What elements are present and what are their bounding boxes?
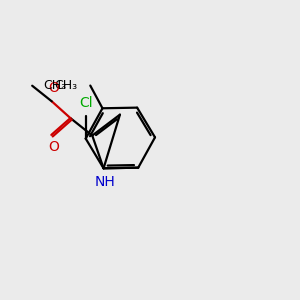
Text: NH: NH [95, 175, 116, 189]
Text: CH₃: CH₃ [44, 79, 67, 92]
Text: O: O [48, 140, 59, 154]
Text: CH₃: CH₃ [55, 79, 78, 92]
Text: O: O [48, 81, 59, 95]
Text: Cl: Cl [79, 96, 92, 110]
